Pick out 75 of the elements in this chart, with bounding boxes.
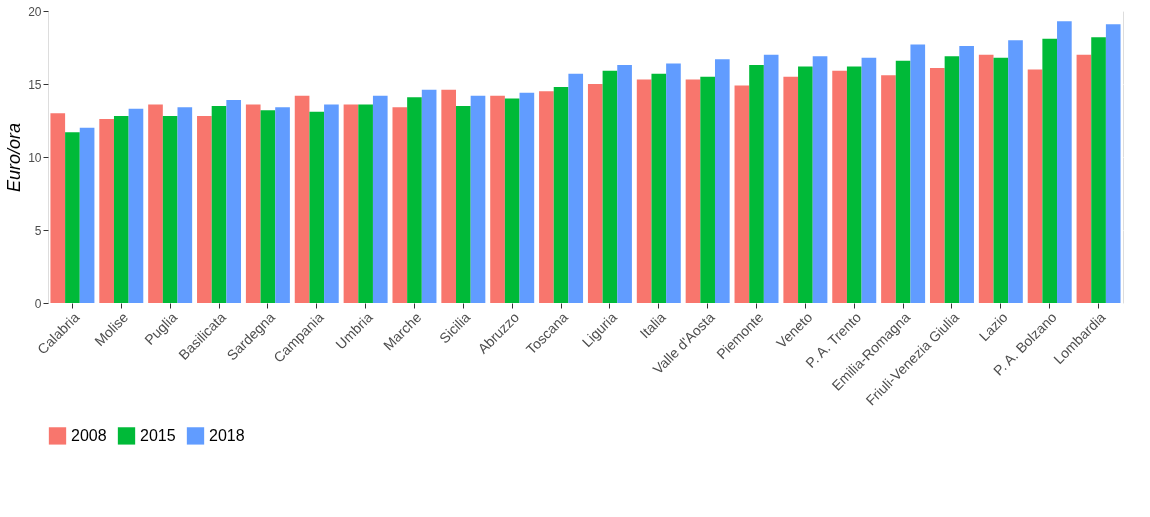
bar: [372, 95, 388, 303]
bar: [910, 44, 926, 303]
bar: [504, 98, 520, 303]
bar: [881, 75, 896, 303]
bar: [197, 116, 212, 303]
y-tick-label: 10: [28, 150, 42, 165]
bar: [568, 73, 584, 303]
bar: [929, 67, 945, 303]
bar: [128, 108, 144, 303]
bar: [602, 70, 618, 303]
bar: [65, 132, 80, 303]
bar: [700, 76, 715, 303]
bar: [441, 89, 457, 303]
bar: [1057, 21, 1072, 303]
y-tick-label: 20: [28, 4, 42, 19]
legend-label: 2018: [209, 426, 245, 444]
bar: [177, 107, 193, 303]
y-tick-label: 15: [28, 77, 42, 92]
bar: [343, 104, 359, 303]
bar: [519, 92, 535, 303]
bar: [245, 104, 261, 303]
bar: [407, 97, 422, 303]
bar: [846, 66, 862, 303]
bar: [812, 56, 828, 303]
bar: [456, 105, 471, 303]
bar: [666, 63, 681, 303]
bar: [294, 95, 310, 303]
legend-label: 2015: [140, 426, 176, 444]
y-tick-label: 5: [34, 223, 42, 238]
bar: [1027, 69, 1043, 303]
bar: [714, 59, 730, 303]
bar: [993, 57, 1009, 303]
bar: [832, 70, 847, 303]
bar: [783, 76, 799, 303]
bar: [392, 107, 408, 303]
bar: [50, 113, 66, 303]
y-axis-title: Euro/ora: [4, 122, 25, 193]
bar: [99, 119, 114, 303]
bar: [358, 104, 373, 303]
bar: [944, 56, 960, 303]
bar: [113, 116, 129, 303]
bar: [162, 116, 178, 303]
bar: [763, 54, 779, 303]
bar: [470, 95, 486, 303]
legend-label: 2008: [71, 426, 107, 444]
bar: [1091, 37, 1106, 303]
bar: [148, 104, 163, 303]
bar: [895, 60, 911, 303]
bar: [260, 110, 276, 303]
y-tick-label: 0: [34, 296, 42, 311]
bar: [798, 66, 813, 303]
bar: [959, 46, 974, 303]
bar: [651, 73, 667, 303]
bar: [490, 95, 505, 303]
bar: [734, 85, 750, 303]
bar: [553, 86, 569, 303]
bar: [324, 104, 339, 303]
bar: [636, 79, 652, 303]
bar: [861, 57, 877, 303]
bar: [421, 89, 437, 303]
bar: [226, 100, 242, 303]
bar: [1042, 38, 1058, 303]
bar: [1076, 54, 1092, 303]
bar: [749, 65, 764, 303]
bar: [211, 105, 227, 303]
bar: [617, 65, 632, 303]
bar: [587, 84, 603, 303]
bar: [1105, 24, 1121, 303]
bar: [275, 107, 290, 303]
bar: [978, 54, 994, 303]
bar: [309, 111, 325, 303]
bar: [539, 91, 554, 303]
bar: [79, 127, 95, 303]
bar: [685, 79, 701, 303]
bar: [1008, 40, 1023, 303]
